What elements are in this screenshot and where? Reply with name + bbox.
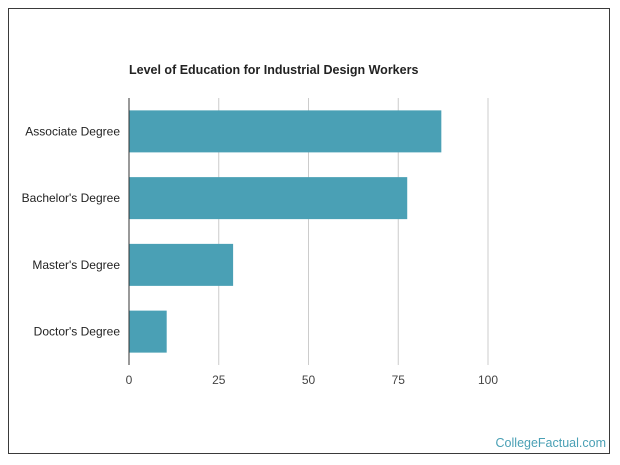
bar: [129, 177, 408, 220]
x-tick-label: 0: [126, 373, 133, 387]
x-tick-label: 50: [302, 373, 316, 387]
bar: [129, 243, 234, 286]
x-tick-label: 75: [392, 373, 406, 387]
bar: [129, 110, 442, 153]
x-tick-label: 25: [212, 373, 226, 387]
category-label: Bachelor's Degree: [22, 191, 121, 205]
x-tick-label: 100: [478, 373, 498, 387]
category-label: Associate Degree: [25, 124, 120, 138]
watermark-link[interactable]: CollegeFactual.com: [495, 436, 606, 450]
category-label: Master's Degree: [32, 258, 120, 272]
bar: [129, 310, 167, 353]
chart-title: Level of Education for Industrial Design…: [129, 63, 419, 77]
category-label: Doctor's Degree: [34, 325, 121, 339]
